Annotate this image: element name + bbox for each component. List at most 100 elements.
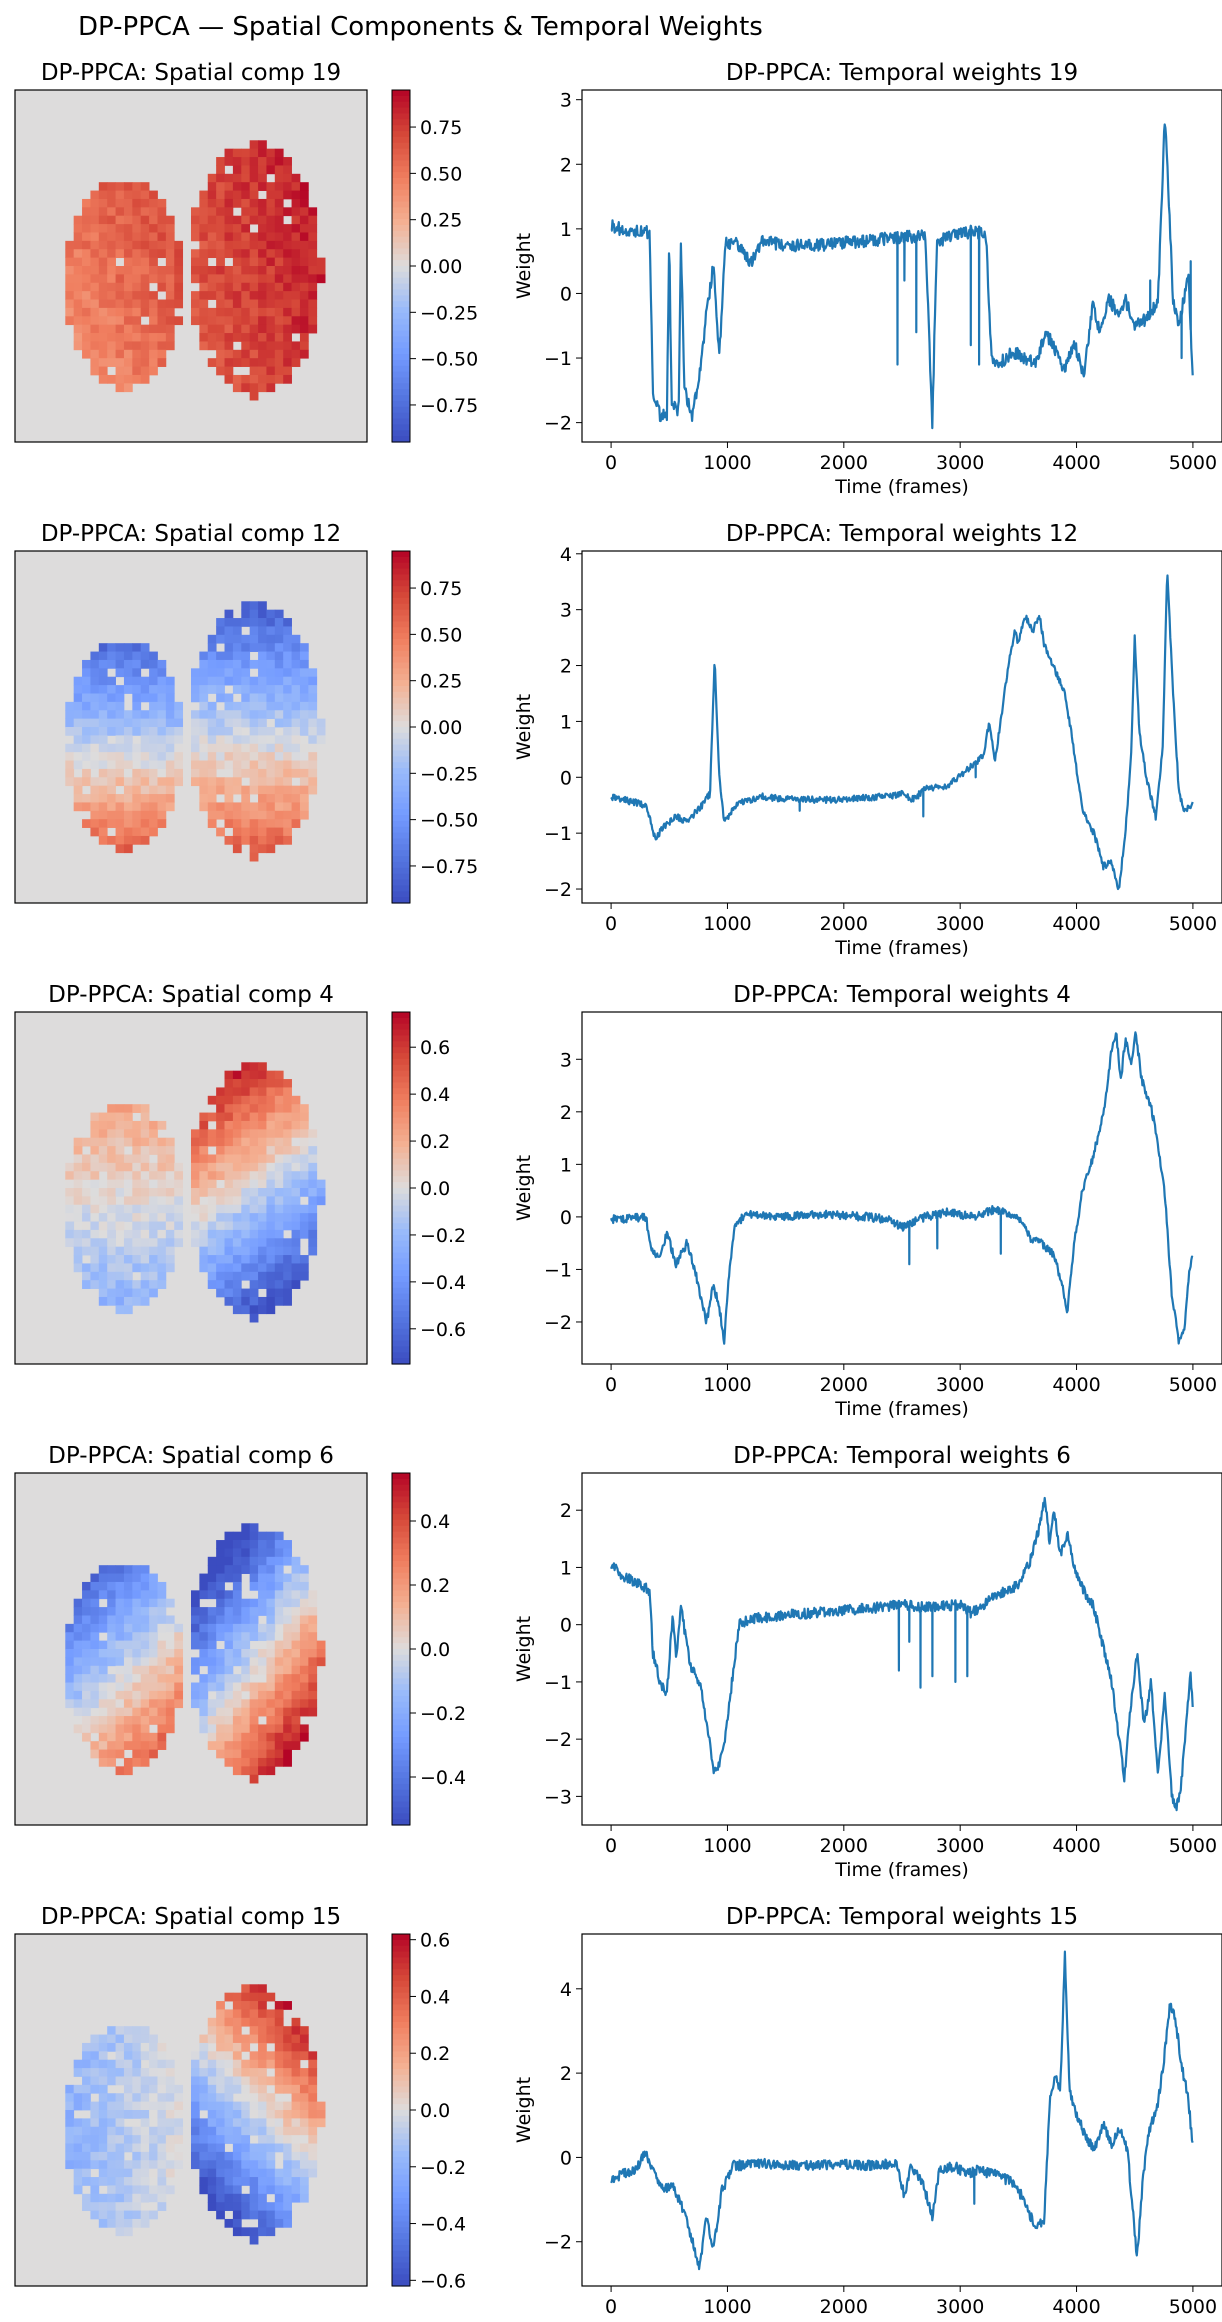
spatial-map-cell	[199, 2084, 209, 2094]
colorbar-segment	[392, 1484, 410, 1492]
spatial-map-cell	[123, 768, 133, 778]
spatial-map-cell	[224, 1079, 234, 1088]
spatial-map-cell	[232, 819, 242, 828]
spatial-map-cell	[232, 2202, 242, 2211]
spatial-map-cell	[299, 232, 309, 242]
spatial-map-cell	[291, 2026, 301, 2035]
spatial-map-cell	[283, 232, 292, 242]
spatial-map-cell	[291, 1221, 301, 1231]
colorbar-segment	[392, 1584, 410, 1591]
spatial-map-cell	[308, 768, 318, 778]
spatial-map-cell	[224, 1112, 234, 1122]
spatial-map-cell	[98, 224, 108, 233]
colorbar-segment	[392, 820, 410, 828]
spatial-map-cell	[258, 1707, 267, 1717]
colorbar-segment	[392, 744, 410, 752]
spatial-map-cell	[299, 257, 309, 267]
spatial-map-cell	[199, 1607, 209, 1616]
spatial-map-cell	[249, 1615, 259, 1625]
spatial-map-cell	[266, 1129, 276, 1139]
spatial-map-cell	[132, 1154, 142, 1164]
spatial-map-cell	[157, 701, 167, 711]
spatial-map-cell	[98, 316, 108, 326]
spatial-map-cell	[107, 1757, 116, 1767]
spatial-map-cell	[90, 685, 100, 694]
spatial-map-cell	[82, 685, 91, 694]
spatial-map-cell	[140, 1255, 150, 1264]
spatial-map-cell	[274, 2177, 284, 2186]
spatial-map-cell	[73, 777, 83, 787]
spatial-map-cell	[258, 1112, 267, 1122]
spatial-map-cell	[266, 1531, 276, 1541]
spatial-map-cell	[266, 1590, 276, 1600]
spatial-map-cell	[283, 2118, 292, 2128]
colorbar-segment	[392, 2239, 410, 2246]
spatial-map-cell	[224, 659, 234, 669]
spatial-map-cell	[123, 1690, 133, 1700]
spatial-map-cell	[224, 819, 234, 828]
spatial-map-cell	[308, 668, 318, 678]
spatial-map-cell	[207, 2026, 217, 2035]
spatial-map-cell	[115, 1305, 125, 1315]
spatial-map-cell	[90, 2034, 100, 2044]
spatial-map-cell	[199, 2143, 209, 2153]
spatial-map-cell	[115, 1707, 125, 1717]
spatial-map-cell	[107, 1749, 116, 1759]
spatial-map-cell	[123, 2068, 133, 2077]
colorbar-segment	[392, 832, 410, 840]
spatial-map-cell	[207, 2185, 217, 2195]
spatial-map-cell	[123, 182, 133, 191]
spatial-map-cell	[258, 1255, 267, 1264]
spatial-map-cell	[308, 316, 318, 326]
spatial-map-cell	[90, 1598, 100, 1608]
spatial-map-cell	[199, 2151, 209, 2161]
spatial-map-cell	[249, 1766, 259, 1776]
spatial-map-cell	[98, 232, 108, 242]
spatial-map-cell	[132, 274, 142, 284]
spatial-map-cell	[123, 1565, 133, 1574]
spatial-map-cell	[308, 743, 318, 753]
spatial-map-cell	[274, 1263, 284, 1273]
spatial-map-cell	[165, 2076, 175, 2086]
spatial-map-cell	[157, 2093, 167, 2103]
spatial-map-cell	[82, 266, 91, 275]
colorbar-tick-label: 0.0	[420, 1178, 450, 1200]
spatial-map-cell	[82, 240, 91, 250]
colorbar-segment	[392, 1684, 410, 1691]
spatial-map-cell	[174, 2101, 184, 2111]
spatial-map-cell	[232, 1137, 242, 1147]
spatial-map-cell	[308, 1129, 318, 1139]
spatial-map-cell	[274, 1682, 284, 1692]
spatial-map-cell	[258, 1573, 267, 1583]
spatial-map-cell	[249, 810, 259, 820]
spatial-map-cell	[107, 2210, 116, 2220]
spatial-map-cell	[283, 1657, 292, 1667]
spatial-map-cell	[274, 1757, 284, 1767]
spatial-map-cell	[283, 1757, 292, 1767]
temporal-weights-series-line	[610, 123, 1194, 430]
spatial-map-cell	[123, 282, 133, 292]
spatial-map-cell	[140, 224, 150, 233]
spatial-map-cell	[199, 1213, 209, 1222]
spatial-map-cell	[216, 743, 225, 753]
spatial-map-cell	[140, 198, 150, 208]
spatial-map-cell	[73, 1162, 83, 1172]
colorbar-segment	[392, 1346, 410, 1353]
spatial-map-cell	[149, 333, 158, 342]
spatial-map-cell	[132, 2143, 142, 2153]
y-tick-label: 2	[560, 2063, 572, 2085]
spatial-map-cell	[299, 2051, 309, 2061]
spatial-map-cell	[149, 1120, 158, 1130]
spatial-map-cell	[115, 1657, 125, 1667]
spatial-map-cell	[140, 307, 150, 317]
spatial-map-cell	[299, 2168, 309, 2178]
spatial-map-cell	[123, 659, 133, 669]
spatial-map-cell	[73, 2168, 83, 2178]
spatial-map-cell	[199, 2068, 209, 2077]
spatial-map-cell	[266, 2227, 276, 2237]
spatial-map-cell	[140, 1246, 150, 1256]
spatial-map-cell	[82, 307, 91, 317]
spatial-map-cell	[224, 668, 234, 678]
spatial-map-cell	[232, 1179, 242, 1189]
spatial-map-cell	[115, 198, 125, 208]
